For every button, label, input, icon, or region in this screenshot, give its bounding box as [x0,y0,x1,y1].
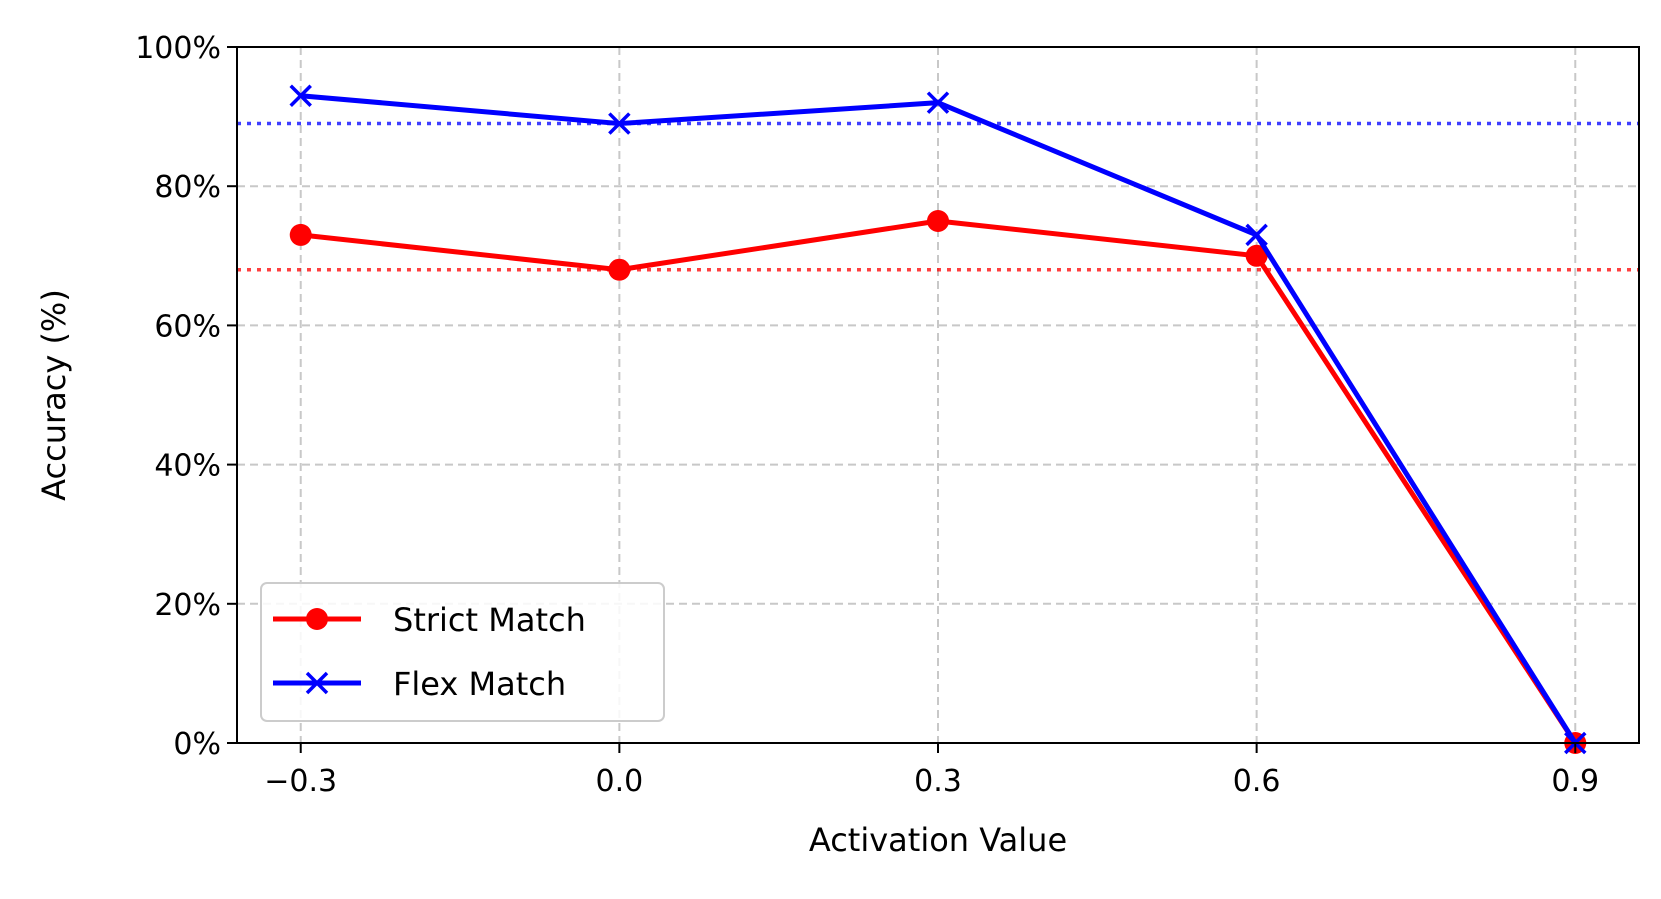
y-tick-label: 60% [154,309,221,344]
axis-ticks: −0.3 0.0 0.3 0.6 0.9 0% 20% 40% 60% 80% 100% [135,31,1599,799]
data-point [289,223,312,246]
y-tick-label: 80% [154,170,221,205]
legend-box [260,582,665,722]
data-point [927,210,949,232]
legend-label: Strict Match [393,601,586,639]
reference-lines [237,121,1639,272]
y-tick-label: 40% [154,449,221,484]
data-point [289,84,312,107]
y-tick-label: 0% [173,727,221,762]
legend-marker [306,608,328,630]
legend-label: Flex Match [393,665,566,703]
legend-marker [305,671,329,695]
data-point [1245,244,1268,267]
x-axis-title: Activation Value [809,821,1067,859]
x-tick-label: −0.3 [264,764,337,799]
legend: Strict Match Flex Match [260,582,665,722]
x-tick-label: 0.9 [1551,764,1599,799]
x-tick-label: 0.6 [1233,764,1281,799]
data-point [1245,223,1268,247]
data-point [926,91,950,114]
data-point [608,258,631,281]
y-tick-label: 20% [154,588,221,623]
data-point [608,112,631,135]
legend-item: Flex Match [273,665,566,703]
y-tick-label: 100% [135,31,221,66]
x-tick-label: 0.3 [914,764,962,799]
x-tick-label: 0.0 [596,764,644,799]
legend-item: Strict Match [273,601,586,639]
y-axis-title: Accuracy (%) [35,289,73,501]
